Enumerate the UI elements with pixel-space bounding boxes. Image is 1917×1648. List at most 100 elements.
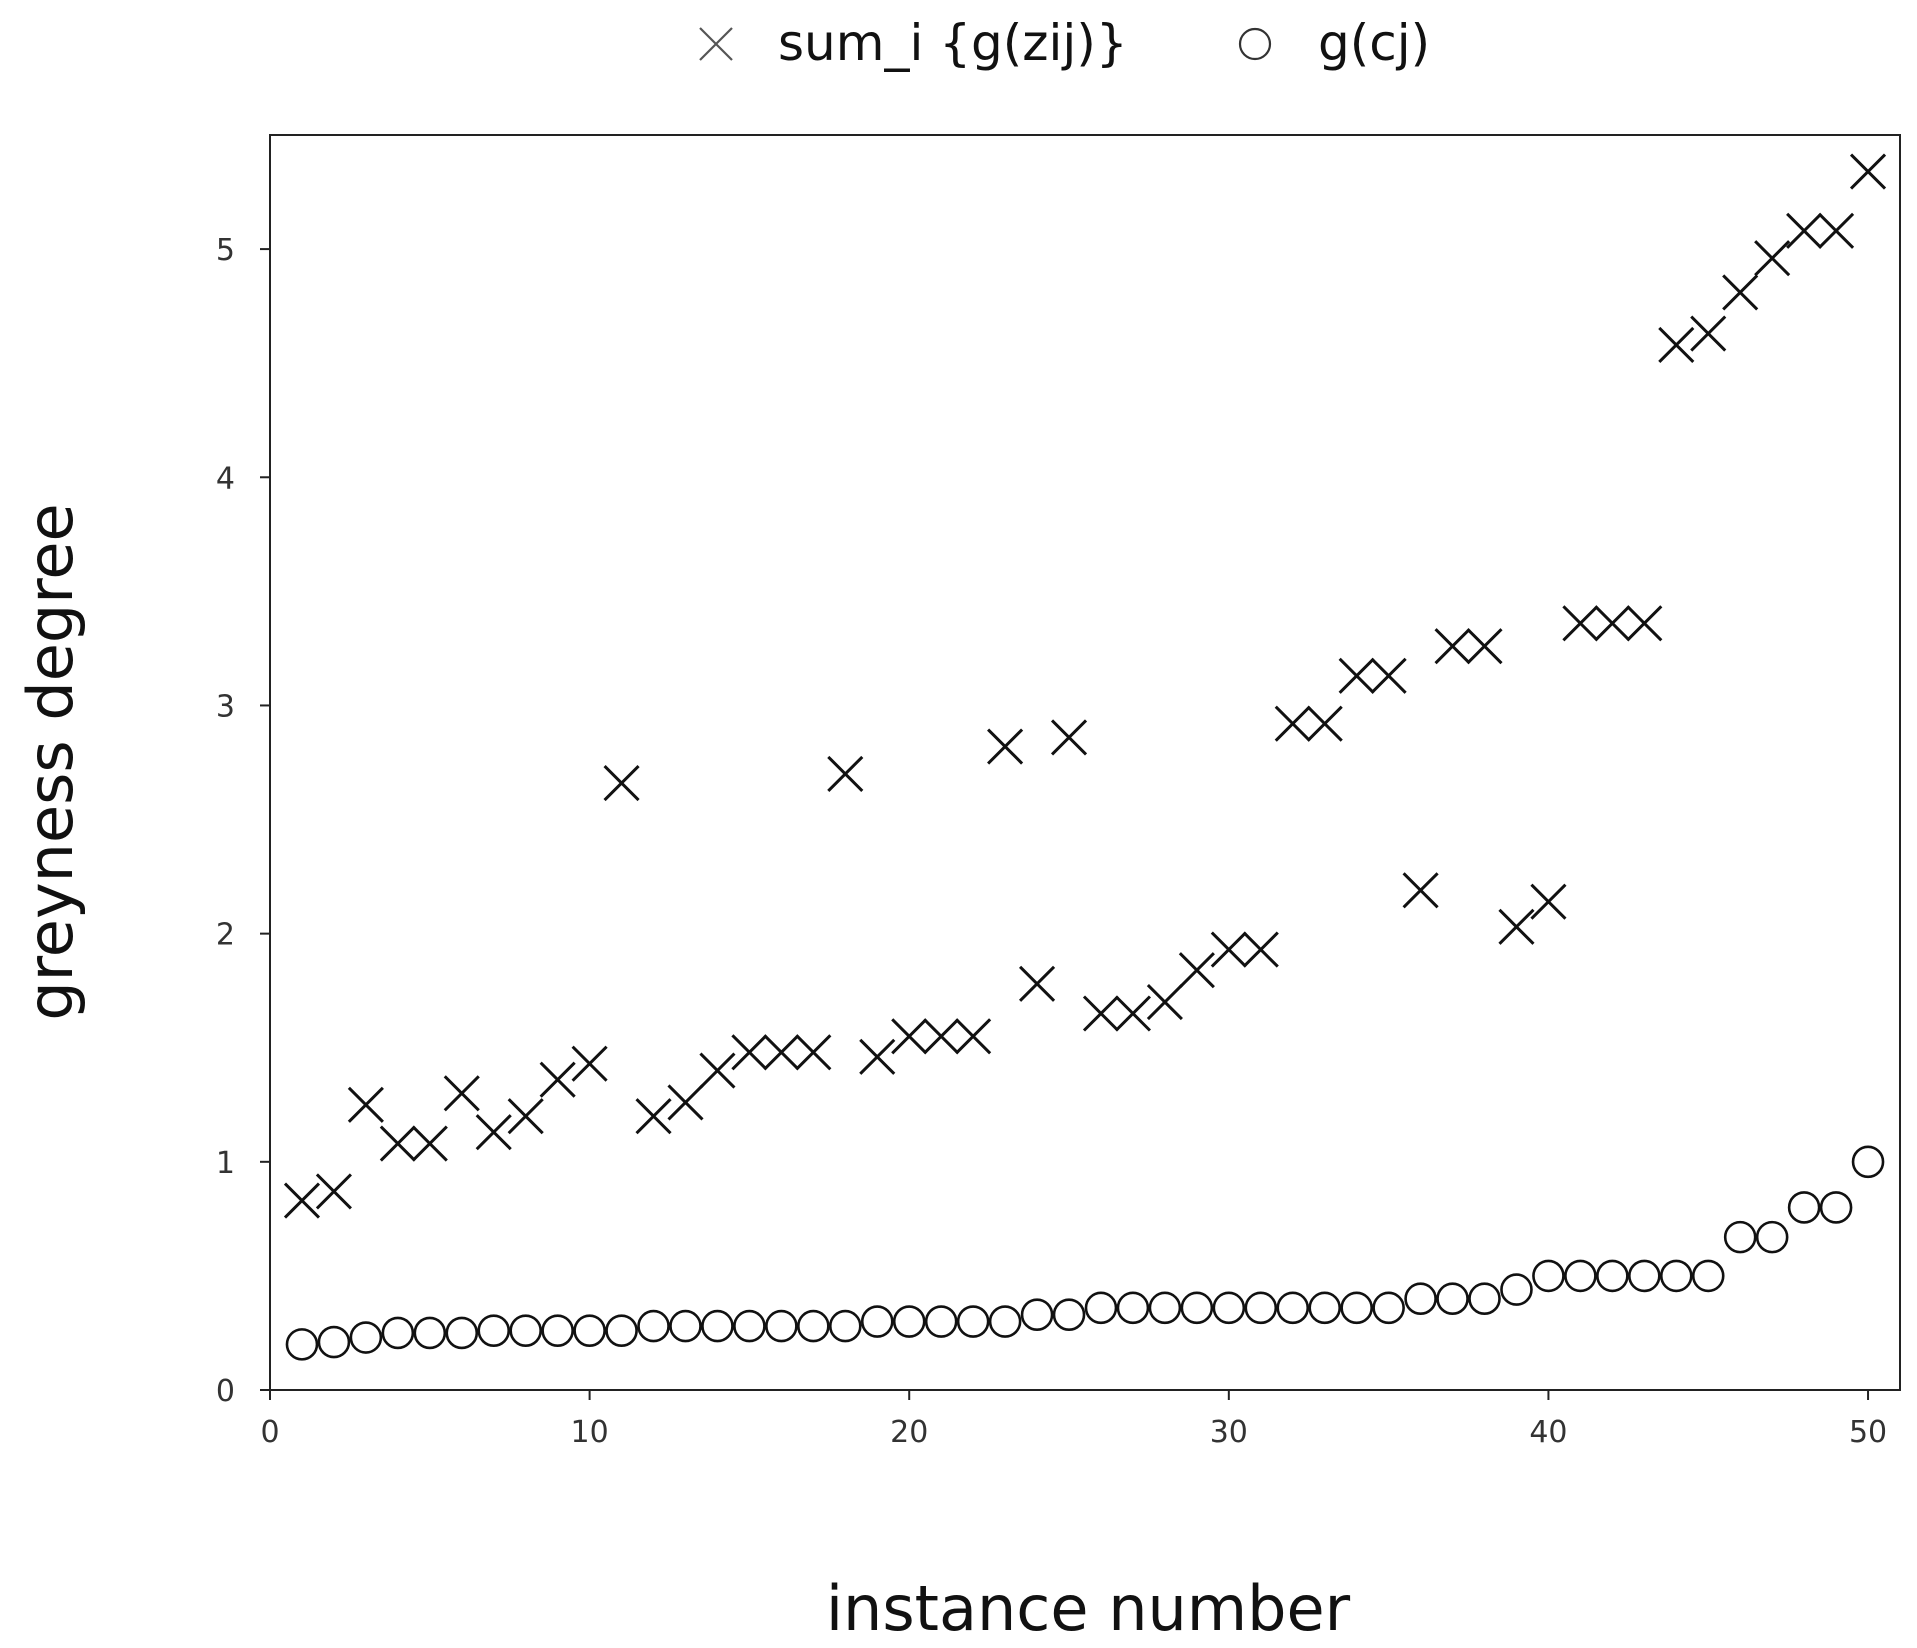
x-point-10 <box>571 1045 608 1082</box>
o-point-13 <box>669 1309 702 1343</box>
o-point-6 <box>445 1316 479 1350</box>
o-point-29 <box>1180 1291 1214 1325</box>
x-point-32 <box>1274 705 1311 742</box>
x-point-13 <box>667 1084 704 1121</box>
y-axis-title: greyness degree <box>14 503 87 1020</box>
x-axis-title: instance number <box>826 1572 1351 1645</box>
x-point-49 <box>1818 212 1855 249</box>
o-point-24 <box>1020 1298 1054 1331</box>
x-tick-label-10: 10 <box>571 1415 609 1450</box>
x-tick-label-0: 0 <box>260 1415 279 1450</box>
legend-marker-x <box>699 27 733 61</box>
o-point-37 <box>1436 1282 1469 1316</box>
o-point-47 <box>1755 1220 1789 1254</box>
x-point-36 <box>1402 872 1439 909</box>
x-point-7 <box>475 1114 512 1151</box>
x-point-16 <box>763 1034 800 1071</box>
x-point-35 <box>1370 657 1407 694</box>
o-point-40 <box>1532 1259 1565 1293</box>
x-tick-label-20: 20 <box>890 1415 928 1450</box>
x-point-28 <box>1146 984 1183 1021</box>
x-tick-label-40: 40 <box>1529 1415 1567 1450</box>
x-point-33 <box>1306 705 1343 742</box>
x-point-8 <box>507 1098 544 1135</box>
data-points <box>283 153 1887 1361</box>
x-point-4 <box>379 1125 416 1162</box>
o-point-16 <box>765 1309 798 1343</box>
o-point-11 <box>605 1314 638 1347</box>
x-point-40 <box>1530 883 1567 920</box>
o-point-38 <box>1468 1282 1501 1316</box>
o-point-28 <box>1148 1291 1182 1325</box>
o-point-5 <box>413 1316 447 1350</box>
x-point-2 <box>315 1173 352 1210</box>
y-tick-label-4: 4 <box>216 461 235 496</box>
y-tick-label-5: 5 <box>216 233 235 268</box>
x-point-25 <box>1050 719 1088 756</box>
o-point-34 <box>1340 1291 1373 1325</box>
x-point-45 <box>1690 315 1727 352</box>
legend-label-sum: sum_i {g(zij)} <box>778 14 1128 72</box>
o-point-3 <box>349 1321 383 1354</box>
o-point-12 <box>637 1309 670 1343</box>
o-point-2 <box>317 1325 351 1359</box>
x-point-38 <box>1466 628 1503 665</box>
o-point-10 <box>573 1314 606 1347</box>
x-point-6 <box>443 1075 480 1112</box>
o-point-19 <box>860 1305 894 1338</box>
y-tick-label-3: 3 <box>216 689 235 724</box>
o-point-46 <box>1723 1220 1757 1254</box>
o-point-42 <box>1596 1259 1629 1293</box>
x-point-1 <box>283 1182 321 1219</box>
o-point-33 <box>1308 1291 1342 1325</box>
o-point-7 <box>477 1314 511 1347</box>
o-point-17 <box>797 1309 830 1343</box>
o-point-45 <box>1691 1259 1725 1293</box>
o-point-50 <box>1851 1145 1885 1179</box>
x-point-43 <box>1626 605 1663 642</box>
x-axis-ticks: 0 10 20 30 40 50 <box>260 1390 1887 1450</box>
legend-x-icon <box>699 27 733 61</box>
x-point-37 <box>1434 628 1471 665</box>
o-point-1 <box>285 1328 319 1361</box>
x-point-17 <box>795 1034 832 1071</box>
o-point-30 <box>1212 1291 1246 1325</box>
x-point-39 <box>1498 908 1535 945</box>
o-point-41 <box>1564 1259 1597 1293</box>
x-point-23 <box>987 728 1024 765</box>
x-point-46 <box>1722 274 1759 311</box>
x-point-22 <box>955 1018 992 1055</box>
y-tick-label-2: 2 <box>216 918 235 953</box>
o-point-27 <box>1116 1291 1150 1325</box>
x-point-50 <box>1849 153 1887 190</box>
x-point-15 <box>731 1034 768 1071</box>
o-point-25 <box>1052 1298 1086 1331</box>
x-point-20 <box>891 1018 928 1055</box>
x-point-48 <box>1786 212 1823 249</box>
x-point-5 <box>411 1125 448 1162</box>
o-point-31 <box>1244 1291 1278 1325</box>
o-point-23 <box>988 1305 1022 1338</box>
o-point-49 <box>1819 1191 1853 1224</box>
x-point-11 <box>603 764 640 802</box>
o-point-43 <box>1628 1259 1661 1293</box>
x-tick-label-50: 50 <box>1849 1415 1887 1450</box>
x-point-21 <box>923 1018 960 1055</box>
x-point-31 <box>1242 931 1279 968</box>
x-tick-label-30: 30 <box>1210 1415 1248 1450</box>
legend: sum_i {g(zij)} g(cj) <box>699 14 1430 72</box>
x-point-24 <box>1018 965 1056 1002</box>
legend-o-icon <box>1238 27 1272 61</box>
x-point-29 <box>1178 952 1215 989</box>
x-point-27 <box>1114 995 1152 1032</box>
legend-label-gcj: g(cj) <box>1318 14 1430 72</box>
x-point-12 <box>635 1098 672 1135</box>
legend-marker-o <box>1238 27 1272 61</box>
x-point-47 <box>1754 240 1791 277</box>
y-axis-ticks: 0 1 2 3 4 5 <box>216 233 270 1409</box>
x-point-18 <box>827 755 864 792</box>
o-point-26 <box>1084 1291 1118 1325</box>
o-point-32 <box>1276 1291 1310 1325</box>
o-point-15 <box>733 1309 766 1343</box>
